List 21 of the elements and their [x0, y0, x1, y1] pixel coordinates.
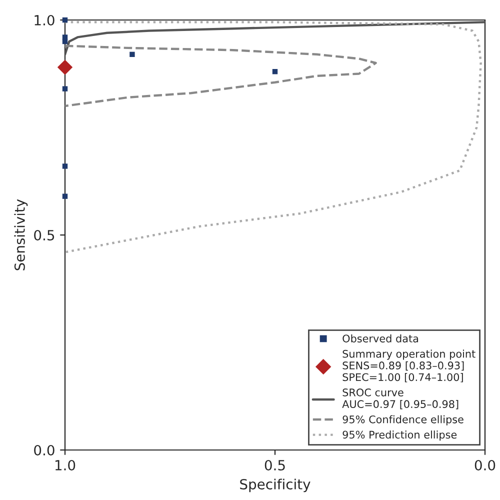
point — [130, 52, 135, 57]
x-tick-label: 0.0 — [474, 460, 496, 470]
y-axis-title: Sensitivity — [14, 199, 28, 270]
point — [62, 38, 68, 44]
x-tick-label: 1.0 — [55, 460, 76, 470]
x-axis-title: Specificity — [240, 478, 310, 492]
y-tick-label: 1.0 — [34, 14, 54, 26]
legend-label: 95% Confidence ellipse — [342, 415, 464, 426]
point — [57, 60, 73, 75]
legend-label: Observed data — [342, 334, 418, 342]
y-tick-label: 0.5 — [34, 230, 54, 240]
legend-label: SROC curve AUC=0.97 [0.95–0.98] — [342, 388, 458, 410]
legend-label: Summary operation point SENS=0.89 [0.83–0.93] SPEC=1.00 [0.74–1.00] — [342, 350, 476, 382]
y-tick-label: 0.0 — [34, 444, 54, 456]
point — [62, 164, 68, 169]
point — [272, 69, 278, 74]
line-series — [65, 44, 377, 108]
legend-label: 95% Prediction ellipse — [342, 430, 457, 441]
point — [62, 194, 68, 199]
point — [62, 86, 68, 92]
x-tick-label: 0.5 — [264, 460, 285, 470]
